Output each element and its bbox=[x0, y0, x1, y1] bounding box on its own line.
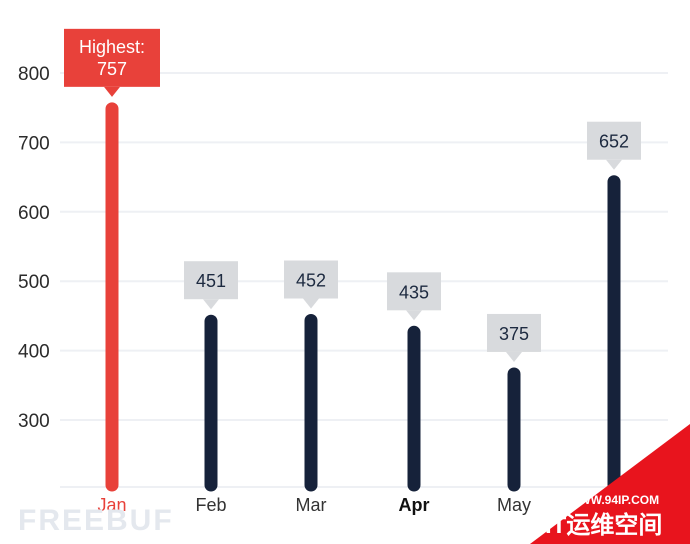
data-label-box bbox=[184, 261, 238, 300]
watermark-text: FREEBUF bbox=[18, 504, 174, 537]
data-label-pointer bbox=[506, 351, 522, 362]
data-label: 451 bbox=[184, 261, 238, 310]
data-label-value: 375 bbox=[499, 324, 529, 344]
data-label-box bbox=[387, 272, 441, 311]
corner-watermark: WWW.94IP.COM IT运维空间 bbox=[530, 424, 690, 544]
data-label: 452 bbox=[284, 260, 338, 309]
x-tick-label: Mar bbox=[296, 495, 327, 515]
data-label-box bbox=[487, 313, 541, 352]
y-tick-label: 400 bbox=[18, 342, 50, 363]
data-label-box bbox=[284, 260, 338, 299]
data-label-value: 652 bbox=[599, 132, 629, 152]
data-label-pointer bbox=[406, 310, 422, 321]
data-label-value: 451 bbox=[196, 271, 226, 291]
data-label-pointer bbox=[203, 299, 219, 310]
data-label-prefix: Highest: bbox=[79, 37, 145, 57]
data-label-value: 452 bbox=[296, 271, 326, 291]
data-label-pointer bbox=[303, 298, 319, 309]
data-label-box bbox=[587, 121, 641, 160]
y-tick-label: 600 bbox=[18, 203, 50, 224]
y-tick-label: 700 bbox=[18, 133, 50, 154]
corner-ribbon bbox=[530, 424, 690, 544]
x-axis-tick-labels: Jan Feb Mar Apr May bbox=[97, 495, 531, 515]
data-label-box bbox=[64, 28, 160, 87]
y-tick-label: 500 bbox=[18, 272, 50, 293]
grid-lines bbox=[60, 72, 668, 488]
data-label-value: 757 bbox=[97, 59, 127, 79]
bars bbox=[105, 102, 621, 492]
data-label: Highest:757 bbox=[64, 28, 160, 97]
y-axis-tick-labels: 300 400 500 600 700 800 bbox=[18, 64, 50, 432]
data-label: 435 bbox=[387, 272, 441, 321]
corner-title-text: IT运维空间 bbox=[545, 511, 662, 539]
x-tick-label: Jan bbox=[97, 495, 126, 515]
x-tick-label: May bbox=[497, 495, 531, 515]
x-tick-label: Feb bbox=[195, 495, 226, 515]
y-tick-label: 800 bbox=[18, 64, 50, 85]
data-label: 652 bbox=[587, 121, 641, 170]
y-tick-label: 300 bbox=[18, 411, 50, 432]
data-label-value: 435 bbox=[399, 282, 429, 302]
data-label-pointer bbox=[606, 159, 622, 170]
corner-url-text: WWW.94IP.COM bbox=[568, 493, 659, 507]
data-labels: Highest:757 451 452 435 375 652 bbox=[64, 28, 641, 362]
data-label-pointer bbox=[104, 86, 120, 97]
x-tick-label: Apr bbox=[399, 495, 430, 515]
data-label: 375 bbox=[487, 313, 541, 362]
freebuf-watermark: FREEBUF bbox=[18, 504, 174, 537]
